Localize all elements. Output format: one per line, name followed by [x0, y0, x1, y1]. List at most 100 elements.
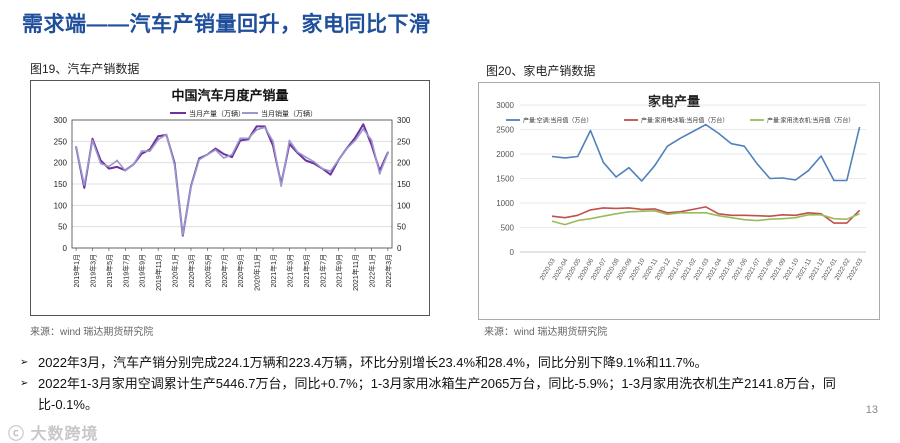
y-tick-label: 3000 [496, 101, 514, 110]
x-tick-label: 2019年11月 [154, 254, 163, 291]
x-tick-label: 2022年1月 [367, 254, 376, 287]
data-point [329, 173, 332, 176]
data-point [346, 147, 348, 150]
data-point [354, 139, 356, 142]
bullet-item: ➢ 2022年1-3月家用空调累计生产5446.7万台，同比+0.7%；1-3月… [20, 373, 890, 415]
bullet-text: 2022年3月，汽车产销分别完成224.1万辆和223.4万辆，环比分别增长23… [38, 355, 708, 370]
data-point [91, 137, 94, 140]
slide-title: 需求端——汽车产销量回升，家电同比下滑 [22, 13, 431, 36]
data-point [354, 137, 356, 139]
data-point [337, 158, 340, 161]
y-tick-label: 1000 [496, 199, 514, 208]
y-tick-label: 2000 [496, 150, 514, 159]
data-point [255, 128, 258, 131]
legend-label: 产量:空调:当月值（万台） [523, 117, 592, 125]
data-point [329, 170, 332, 173]
series-line-washing-machine [551, 210, 860, 226]
x-tick-label: 2021年11月 [351, 254, 360, 291]
data-point [157, 135, 160, 138]
y-tick-label-right: 100 [397, 201, 411, 210]
y-tick-label-left: 50 [58, 223, 67, 232]
x-tick-label: 2020年5月 [203, 254, 212, 287]
data-point [313, 160, 315, 163]
data-point [247, 137, 250, 140]
watermark: ⓒ 大数跨境 [8, 426, 99, 443]
data-point [321, 167, 324, 170]
x-tick-label: 2021年7月 [318, 254, 327, 287]
right-figure-caption: 图20、家电产销数据 [486, 64, 596, 78]
left-figure-caption: 图19、汽车产销数据 [30, 62, 140, 76]
bullet-arrow-icon: ➢ [20, 378, 29, 389]
y-tick-label: 2500 [496, 126, 514, 135]
right-source: 来源：wind 瑞达期货研究院 [484, 327, 608, 338]
data-point [239, 137, 242, 140]
data-point [378, 172, 381, 175]
x-tick-label: 2020年11月 [253, 254, 262, 291]
data-point [124, 169, 127, 172]
appliance-chart-svg: 家电产量0500100015002000250030002020-032020-… [478, 82, 880, 320]
legend-label: 当月销量（万辆） [261, 109, 317, 118]
x-tick-label: 2020年7月 [220, 254, 229, 287]
y-tick-label: 500 [501, 224, 515, 233]
series-line-refrigerator [551, 206, 861, 224]
data-point [231, 156, 233, 158]
data-point [296, 151, 299, 153]
data-point [370, 139, 373, 141]
page-number: 13 [865, 404, 878, 416]
chart-frame [478, 82, 880, 320]
data-point [132, 163, 135, 166]
y-tick-label-right: 250 [397, 137, 411, 146]
x-tick-label: 2019年1月 [72, 254, 81, 287]
bullet-list: ➢ 2022年3月，汽车产销分别完成224.1万辆和223.4万辆，环比分别增长… [20, 352, 890, 415]
x-tick-label: 2021年1月 [269, 254, 278, 287]
data-point [140, 150, 143, 152]
data-point [272, 140, 274, 143]
y-tick-label-right: 50 [397, 223, 406, 232]
y-tick-label-left: 200 [54, 159, 68, 168]
y-tick-label-left: 100 [54, 201, 68, 210]
data-point [83, 184, 86, 186]
data-point [288, 139, 291, 142]
x-tick-label: 2019年5月 [105, 254, 114, 287]
data-point [198, 158, 201, 161]
bullet-text: 2022年1-3月家用空调累计生产5446.7万台，同比+0.7%；1-3月家用… [38, 376, 836, 412]
data-point [362, 123, 365, 126]
y-tick-label: 0 [510, 248, 515, 257]
x-tick-label: 2019年9月 [138, 254, 147, 287]
appliance-chart: 家电产量 0 500 1000 1500 2000 2500 3000 2020-03 2020-… [478, 82, 880, 320]
data-point [255, 125, 258, 128]
left-source: 来源：wind 瑞达期货研究院 [30, 327, 154, 338]
y-tick-label-right: 200 [397, 159, 411, 168]
series-line-air-conditioner [551, 123, 861, 182]
chart-title: 家电产量 [648, 94, 700, 109]
data-point [387, 152, 389, 154]
data-point [222, 153, 225, 155]
legend-label: 产量:家用洗衣机:当月值（万台） [767, 117, 854, 125]
x-tick-label: 2021年5月 [302, 254, 311, 287]
y-tick-label-left: 250 [54, 137, 68, 146]
data-point [206, 153, 209, 156]
car-chart-svg: 中国汽车月度产销量 0 0 50 50 100 100 150 150 200 200 250 250 3… [30, 80, 430, 316]
y-tick-label-left: 150 [54, 180, 68, 189]
chart-title: 中国汽车月度产销量 [171, 88, 288, 103]
data-point [157, 138, 160, 141]
legend-label: 产量:家用电冰箱:当月值（万台） [641, 117, 728, 125]
y-tick-label-left: 0 [63, 244, 68, 253]
x-tick-label: 2019年7月 [121, 254, 130, 287]
data-point [108, 165, 110, 168]
legend-label: 当月产量（万辆） [189, 109, 245, 118]
data-point [190, 186, 192, 188]
data-point [263, 126, 266, 129]
data-point [214, 147, 217, 150]
y-tick-label-left: 300 [54, 116, 68, 125]
data-point [304, 159, 307, 162]
bullet-item: ➢ 2022年3月，汽车产销分别完成224.1万辆和223.4万辆，环比分别增长… [20, 352, 890, 373]
y-tick-label-right: 300 [397, 116, 411, 125]
data-point [214, 149, 217, 151]
y-tick-label-right: 0 [397, 244, 402, 253]
data-point [231, 153, 233, 156]
data-point [149, 150, 151, 152]
data-point [181, 233, 184, 236]
data-point [222, 157, 225, 159]
data-point [165, 133, 168, 136]
